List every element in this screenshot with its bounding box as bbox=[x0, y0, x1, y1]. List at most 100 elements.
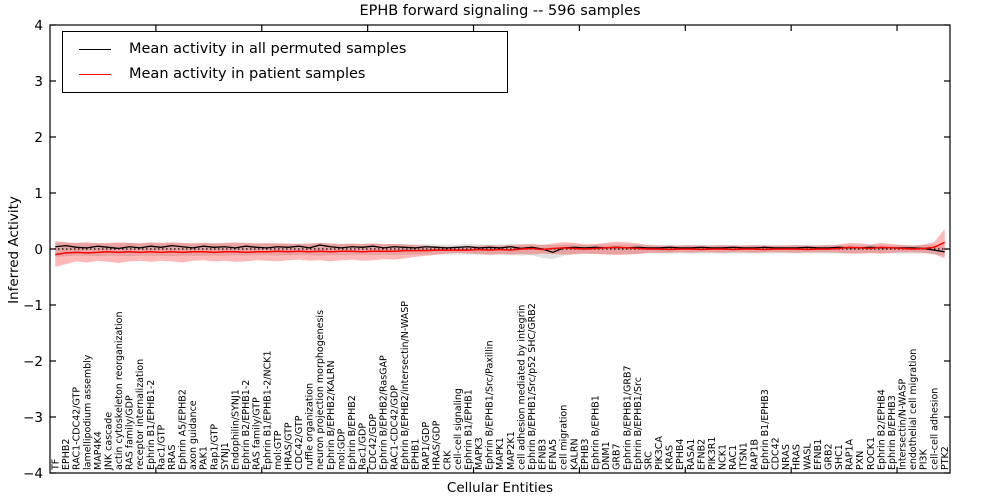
x-tick-label: HRAS bbox=[792, 444, 803, 470]
x-tick-label: CDC42 bbox=[770, 437, 781, 470]
x-tick-label: EPHB3 bbox=[580, 439, 591, 470]
x-tick-label: SYNJ1 bbox=[220, 442, 231, 470]
y-tick-label: 1 bbox=[34, 186, 43, 202]
x-tick-label: CDC42/GDP bbox=[368, 413, 379, 470]
patient-line-swatch-icon bbox=[79, 73, 111, 75]
x-tick-label: cell adhesion mediated by integrin bbox=[516, 305, 527, 470]
x-tick-label: Ephrin B/EPHB2/intersectin/N-WASP bbox=[400, 301, 411, 470]
x-tick-label: Ephrin B/EPHB2/KALRN bbox=[326, 360, 337, 470]
x-tick-label: JNK cascade bbox=[103, 412, 114, 471]
x-tick-label: Ephrin B1/EPHB1 bbox=[463, 389, 474, 470]
x-tick-label: Ephrin B/EPHB2/RasGAP bbox=[379, 355, 390, 470]
x-tick-label: KRAS bbox=[665, 445, 676, 470]
x-tick-label: neuron projection morphogenesis bbox=[315, 310, 326, 470]
x-tick-label: Intersectin/N-WASP bbox=[898, 379, 909, 470]
x-tick-label: DNM1 bbox=[601, 441, 612, 470]
y-axis-label: Inferred Activity bbox=[6, 196, 22, 304]
x-tick-label: Ephrin B/EPHB1 bbox=[590, 395, 601, 470]
permuted-line-swatch-icon bbox=[79, 48, 111, 50]
x-tick-label: Ephrin A5/EPHB2 bbox=[178, 389, 189, 470]
y-tick-label: 0 bbox=[34, 242, 43, 258]
x-tick-label: RAP1/GDP bbox=[421, 422, 432, 470]
x-tick-label: Ephrin B/EPHB1/Src/p52 SHC/GRB2 bbox=[527, 303, 538, 470]
x-tick-label: ruffle organization bbox=[305, 383, 316, 470]
x-tick-label: HRAS/GTP bbox=[283, 422, 294, 470]
x-tick-label: actin cytoskeleton reorganization bbox=[114, 312, 125, 470]
x-tick-label: Ephrin B/EPHB3 bbox=[887, 395, 898, 470]
x-tick-label: Rac1/GTP bbox=[156, 424, 167, 470]
x-tick-label: NRAS bbox=[781, 444, 792, 470]
x-tick-label: ITSN1 bbox=[739, 442, 750, 470]
x-tick-label: WASL bbox=[802, 443, 813, 470]
patient-mean-line bbox=[55, 241, 946, 256]
y-tick-label: 2 bbox=[34, 130, 43, 146]
y-tick-label: −1 bbox=[23, 298, 43, 314]
x-tick-label: RAC1-CDC42/GTP bbox=[72, 387, 83, 470]
x-tick-label: EFNB1 bbox=[813, 439, 824, 470]
x-tick-label: cell-cell adhesion bbox=[929, 388, 940, 470]
x-tick-label: Ephrin B2/EPHB1-2 bbox=[241, 380, 252, 470]
x-tick-label: EPHB4 bbox=[675, 439, 686, 470]
x-tick-label: cell migration bbox=[559, 405, 570, 470]
x-tick-label: PIK3R1 bbox=[707, 437, 718, 470]
x-axis-label: Cellular Entities bbox=[446, 480, 554, 496]
x-tick-label: ROCK1 bbox=[866, 437, 877, 470]
x-tick-label: Ephrin B/EPHB2 bbox=[347, 395, 358, 470]
x-tick-label: CDC42/GTP bbox=[294, 415, 305, 470]
x-tick-label: HRAS/GDP bbox=[432, 420, 443, 470]
x-tick-label: Ephrin B/EPHB1/Src bbox=[633, 377, 644, 470]
x-tick-label: axon guidance bbox=[188, 400, 199, 470]
x-tick-label: endothelial cell migration bbox=[908, 349, 919, 470]
x-tick-label: Ephrin B/EPHB1/Src/Paxillin bbox=[485, 341, 496, 470]
y-tick-label: −3 bbox=[23, 410, 43, 426]
x-tick-label: PXN bbox=[855, 451, 866, 470]
x-tick-label: MAP4K4 bbox=[93, 431, 104, 470]
x-tick-label: NCK1 bbox=[718, 444, 729, 470]
x-tick-label: MAPK1 bbox=[495, 437, 506, 470]
x-tick-label: Ephrin B2/EPHB4 bbox=[876, 389, 887, 470]
x-tick-label: RAC1 bbox=[728, 445, 739, 470]
x-tick-label: Rap1/GTP bbox=[209, 424, 220, 470]
x-tick-label: MAPK3 bbox=[474, 437, 485, 470]
legend-label-patient: Mean activity in patient samples bbox=[129, 66, 366, 82]
x-tick-label: PAK1 bbox=[199, 446, 210, 470]
x-tick-label: EPHB2 bbox=[61, 439, 72, 470]
x-tick-label: RAP1B bbox=[749, 439, 760, 470]
x-tick-label: EFNB2 bbox=[696, 439, 707, 470]
x-tick-label: mol:GDP bbox=[336, 428, 347, 470]
x-tick-label: RAC1-CDC42/GDP bbox=[389, 385, 400, 470]
x-tick-label: Ephrin B1/EPHB1-2 bbox=[146, 380, 157, 470]
x-tick-label: EPHB1 bbox=[410, 439, 421, 470]
x-tick-label: TF bbox=[50, 459, 61, 471]
x-tick-label: PIK3CA bbox=[654, 436, 665, 470]
y-tick-label: 3 bbox=[34, 74, 43, 90]
x-tick-label: RAS family/GTP bbox=[252, 397, 263, 470]
x-tick-label: Ephrin B1/EPHB3 bbox=[760, 389, 771, 470]
x-tick-label: lamellipodium assembly bbox=[82, 354, 93, 470]
x-tick-label: Rac1/GDP bbox=[358, 423, 369, 470]
y-tick-label: 4 bbox=[34, 18, 43, 34]
x-tick-label: PTK2 bbox=[940, 446, 951, 470]
x-tick-label: RAP1A bbox=[845, 439, 856, 470]
x-tick-label: RRAS bbox=[167, 445, 178, 470]
x-tick-label: MAP2K1 bbox=[506, 431, 517, 470]
legend: Mean activity in all permuted samples Me… bbox=[62, 31, 508, 93]
x-tick-label: RAS family/GDP bbox=[125, 395, 136, 470]
permuted-mean-line bbox=[55, 244, 945, 254]
legend-entry-patient: Mean activity in patient samples bbox=[79, 66, 493, 82]
x-tick-label: EFNA5 bbox=[548, 439, 559, 470]
x-tick-label: receptor internalization bbox=[135, 359, 146, 470]
x-tick-label: mol:GTP bbox=[273, 430, 284, 470]
x-tick-label: KALRN bbox=[569, 438, 580, 470]
x-tick-label: RASA1 bbox=[686, 439, 697, 470]
chart-title: EPHB forward signaling -- 596 samples bbox=[359, 3, 641, 19]
y-tick-label: −2 bbox=[23, 354, 43, 370]
x-tick-label: Endophilin/SYNJ1 bbox=[230, 389, 241, 470]
x-tick-label: SRC bbox=[643, 451, 654, 470]
x-tick-label: cell-cell signaling bbox=[453, 388, 464, 470]
x-tick-label: GRB7 bbox=[612, 443, 623, 470]
x-tick-label: PI3K bbox=[919, 448, 930, 470]
x-tick-label: SHC1 bbox=[834, 444, 845, 470]
